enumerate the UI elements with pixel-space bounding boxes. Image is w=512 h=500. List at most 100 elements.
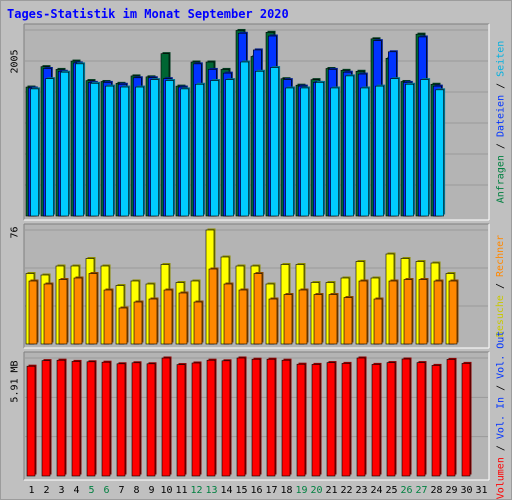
x-tick-label: 15 [235,485,247,496]
x-tick-label: 16 [250,485,262,496]
bottom-bar-volumen-day-26 [401,358,411,477]
top-bar-seiten-day-23 [360,87,369,217]
bottom-bar-volumen-day-27 [416,362,426,477]
top-bar-seiten-day-5 [90,83,99,217]
bottom-bar-volumen-day-23 [356,357,366,477]
x-tick-label: 31 [475,485,487,496]
middle-panel-max-label: 76 [7,222,23,242]
middle-bar-rechner-day-1 [28,280,38,345]
top-bar-seiten-day-14 [225,79,234,217]
x-tick-label: 19 [295,485,307,496]
bottom-bar-volumen-day-8 [131,362,141,477]
x-tick-label: 4 [73,485,79,496]
legend-rechner: Rechner [495,234,506,277]
middle-bar-rechner-day-17 [268,298,278,345]
middle-panel-legend: Besuche / Rechner [495,234,506,338]
middle-bar-rechner-day-23 [358,280,368,345]
top-bar-seiten-day-19 [300,87,309,217]
bottom-bar-volumen-day-30 [461,363,471,477]
top-bar-seiten-day-8 [135,86,144,217]
legend-seiten: Seiten [495,40,507,77]
middle-bar-rechner-day-18 [283,294,293,345]
top-bar-seiten-day-13 [210,80,219,217]
top-panel-legend: Anfragen / Dateien / Seiten [495,40,507,204]
bottom-bar-volumen-day-6 [101,361,111,477]
top-bar-seiten-day-24 [375,85,384,217]
bottom-bar-volumen-day-21 [326,362,336,477]
x-tick-label: 18 [280,485,292,496]
x-tick-label: 12 [190,485,202,496]
top-bar-seiten-day-9 [150,79,159,217]
legend-volumen: Volumen [495,457,507,500]
x-tick-label: 11 [175,485,187,496]
x-tick-label: 30 [460,485,472,496]
middle-bar-rechner-day-28 [433,280,443,345]
bottom-bar-volumen-day-12 [191,362,201,477]
top-bar-seiten-day-16 [255,70,264,217]
x-tick-label: 29 [445,485,457,496]
top-panel-max-value: 2005 [9,48,21,74]
bottom-bar-volumen-day-9 [146,363,156,477]
top-bar-seiten-day-20 [315,82,324,217]
bottom-panel-max-value: 5.91 MB [9,359,21,403]
x-tick-label: 6 [103,485,109,496]
middle-bar-rechner-day-25 [388,280,398,345]
bottom-bar-volumen-day-17 [266,358,276,477]
x-tick-label: 13 [205,485,217,496]
top-bar-seiten-day-28 [435,89,444,217]
bottom-bar-volumen-day-4 [71,361,81,477]
middle-bar-rechner-day-4 [73,277,83,345]
top-bar-seiten-day-18 [285,87,294,217]
bottom-bar-volumen-day-2 [41,360,51,477]
top-bar-seiten-day-2 [45,78,54,217]
x-tick-label: 7 [118,485,124,496]
top-bar-seiten-day-17 [270,67,279,217]
x-tick-label: 8 [133,485,139,496]
top-bar-seiten-day-4 [75,63,84,217]
middle-bar-rechner-day-13 [208,268,218,345]
x-tick-label: 17 [265,485,277,496]
middle-bar-rechner-day-11 [178,292,188,345]
chart-title: Tages-Statistik im Monat September 2020 [7,7,289,21]
x-tick-label: 14 [220,485,232,496]
x-tick-label: 2 [43,485,49,496]
x-tick-label: 5 [88,485,94,496]
top-bar-seiten-day-1 [30,88,39,217]
top-bar-seiten-day-21 [330,87,339,217]
middle-bar-rechner-day-2 [43,283,53,345]
middle-bar-rechner-day-24 [373,298,383,345]
middle-bar-rechner-day-12 [193,301,203,345]
top-bar-seiten-day-7 [120,86,129,217]
middle-bar-rechner-day-10 [163,289,173,345]
x-tick-label: 25 [385,485,397,496]
x-tick-label: 21 [325,485,337,496]
middle-bar-rechner-day-9 [148,298,158,345]
x-tick-label: 28 [430,485,442,496]
top-bar-seiten-day-15 [240,61,249,217]
middle-bar-rechner-day-5 [88,273,98,345]
bottom-panel-max-label: 5.91 MB [7,351,23,411]
bottom-bar-volumen-day-11 [176,364,186,477]
legend-vol-in: Vol. In [495,396,507,440]
top-bar-seiten-day-11 [180,88,189,217]
bottom-bar-volumen-day-1 [26,365,36,477]
middle-bar-rechner-day-8 [133,301,143,345]
x-tick-label: 22 [340,485,352,496]
bottom-bar-volumen-day-16 [251,358,261,477]
bottom-bar-volumen-day-3 [56,359,66,477]
bottom-bar-volumen-day-10 [161,357,171,477]
top-bar-seiten-day-22 [345,75,354,217]
bottom-bar-volumen-day-13 [206,359,216,477]
legend-vol-out: Vol. Out [495,330,507,379]
x-tick-label: 24 [370,485,382,496]
middle-bar-rechner-day-7 [118,307,128,345]
middle-bar-rechner-day-29 [448,280,458,345]
bottom-bar-volumen-day-22 [341,363,351,477]
x-tick-label: 9 [148,485,154,496]
top-bar-seiten-day-12 [195,83,204,217]
bottom-bar-volumen-day-28 [431,365,441,477]
middle-bar-rechner-day-22 [343,297,353,345]
legend-dateien: Dateien [495,94,507,138]
x-tick-label: 1 [28,485,34,496]
